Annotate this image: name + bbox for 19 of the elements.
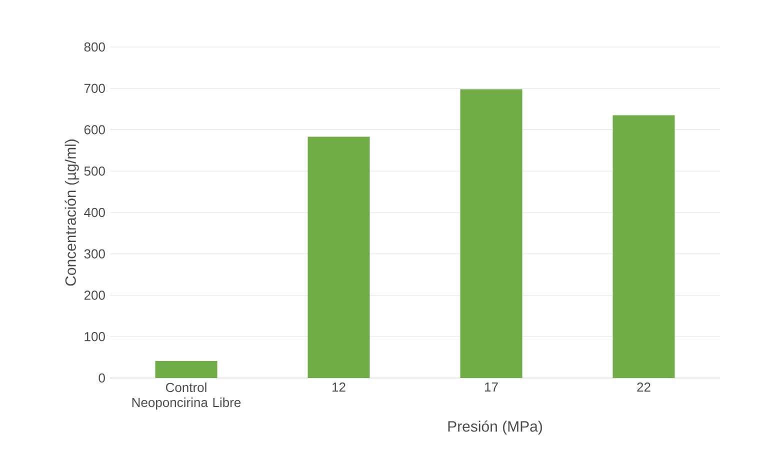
x-tick-label: 17 [485,382,498,392]
x-tick-label: Control Neoponcirina Libre [132,382,241,410]
bar [155,361,218,378]
y-tick-label: 300 [84,249,105,258]
y-tick-label: 100 [84,332,105,342]
bar [308,136,370,378]
y-tick-label: 0 [98,373,105,383]
y-tick-label: 500 [84,166,105,176]
bar [460,89,522,378]
y-tick-label: 600 [84,125,105,134]
y-tick-label: 700 [84,84,105,93]
bar [612,115,675,378]
y-tick-label: 400 [84,208,105,218]
y-axis-title: Concentración (µg/ml) [64,140,79,286]
y-tick-label: 200 [84,290,105,300]
x-tick-label: 22 [637,382,650,392]
x-axis-title: Presión (MPa) [448,420,542,435]
y-tick-label: 800 [84,42,105,52]
x-tick-label: 12 [332,382,346,392]
